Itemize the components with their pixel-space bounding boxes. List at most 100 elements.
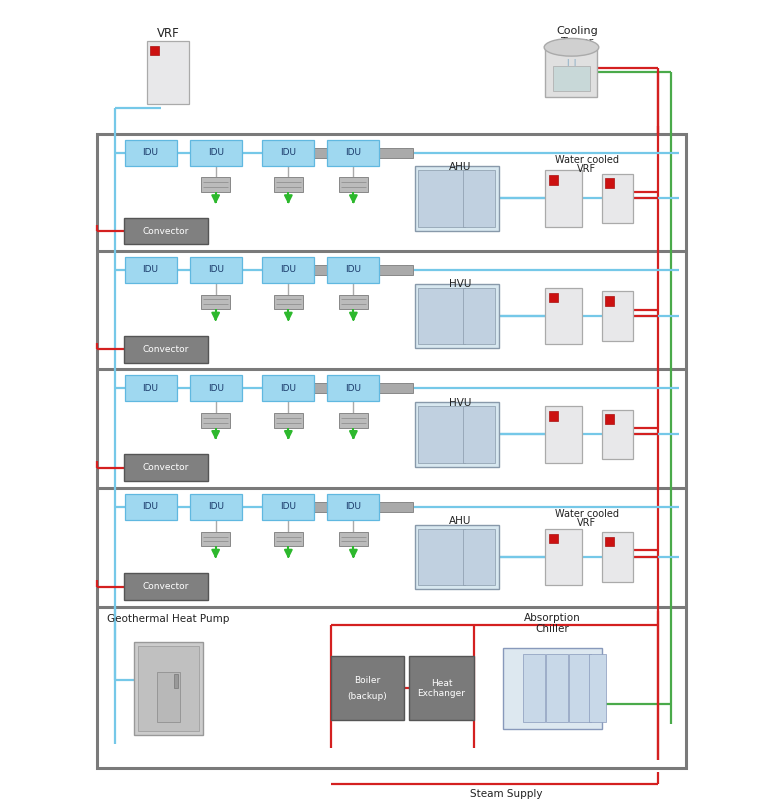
- Bar: [157, 671, 180, 722]
- Bar: [605, 296, 614, 305]
- Bar: [190, 140, 242, 166]
- Bar: [134, 642, 203, 734]
- Bar: [545, 288, 582, 344]
- Bar: [263, 494, 314, 520]
- Text: VRF: VRF: [578, 519, 596, 528]
- Bar: [602, 291, 633, 341]
- Text: IDU: IDU: [143, 266, 159, 275]
- Text: IDU: IDU: [207, 384, 223, 393]
- Text: Heat
Exchanger: Heat Exchanger: [417, 679, 465, 698]
- Text: IDU: IDU: [207, 149, 223, 158]
- Bar: [548, 292, 558, 302]
- Text: Chiller: Chiller: [535, 624, 569, 633]
- Bar: [419, 288, 465, 344]
- Bar: [274, 177, 303, 191]
- Bar: [605, 537, 614, 546]
- Bar: [415, 524, 498, 589]
- Text: AHU: AHU: [449, 516, 472, 526]
- Bar: [274, 413, 303, 427]
- Bar: [201, 177, 230, 191]
- Bar: [545, 528, 582, 585]
- Bar: [548, 175, 558, 185]
- Bar: [463, 406, 495, 463]
- Bar: [282, 265, 413, 275]
- Text: IDU: IDU: [207, 503, 223, 511]
- Bar: [124, 454, 208, 481]
- Text: VRF: VRF: [157, 27, 180, 40]
- Text: HVU: HVU: [449, 398, 472, 407]
- Text: Absorption: Absorption: [524, 613, 581, 623]
- Bar: [602, 174, 633, 224]
- Text: Convector: Convector: [143, 345, 189, 354]
- Bar: [409, 656, 474, 721]
- Bar: [124, 376, 177, 402]
- Bar: [201, 295, 230, 309]
- Bar: [124, 574, 208, 600]
- Text: |  |: | |: [567, 59, 576, 66]
- Bar: [553, 65, 590, 90]
- Text: VRF: VRF: [578, 164, 596, 175]
- Bar: [282, 502, 413, 511]
- Text: IDU: IDU: [280, 384, 296, 393]
- Ellipse shape: [545, 39, 599, 56]
- Bar: [124, 140, 177, 166]
- Bar: [282, 148, 413, 158]
- Text: HVU: HVU: [449, 279, 472, 289]
- Text: IDU: IDU: [143, 503, 159, 511]
- Text: Boiler: Boiler: [354, 675, 380, 684]
- Bar: [190, 376, 242, 402]
- Bar: [327, 376, 379, 402]
- Text: IDU: IDU: [280, 149, 296, 158]
- Bar: [147, 41, 189, 103]
- Bar: [274, 295, 303, 309]
- Text: IDU: IDU: [207, 266, 223, 275]
- Text: IDU: IDU: [280, 503, 296, 511]
- Bar: [545, 170, 582, 227]
- Text: IDU: IDU: [280, 266, 296, 275]
- Bar: [523, 654, 545, 722]
- Bar: [151, 46, 160, 55]
- Bar: [327, 494, 379, 520]
- Bar: [339, 413, 368, 427]
- Text: IDU: IDU: [346, 503, 362, 511]
- Bar: [545, 48, 598, 97]
- Text: Tower: Tower: [561, 37, 594, 48]
- Bar: [327, 257, 379, 283]
- Bar: [124, 257, 177, 283]
- Bar: [605, 415, 614, 424]
- Bar: [463, 288, 495, 344]
- Bar: [545, 406, 582, 463]
- Bar: [201, 532, 230, 546]
- Bar: [190, 494, 242, 520]
- Text: AHU: AHU: [449, 162, 472, 172]
- Bar: [124, 218, 208, 245]
- Bar: [419, 170, 465, 227]
- Bar: [502, 648, 602, 729]
- Bar: [605, 179, 614, 188]
- Bar: [602, 410, 633, 460]
- Bar: [97, 134, 687, 768]
- Text: Steam Supply: Steam Supply: [470, 789, 543, 799]
- Bar: [419, 528, 465, 585]
- Bar: [331, 656, 403, 721]
- Text: (backup): (backup): [347, 692, 387, 701]
- Bar: [339, 177, 368, 191]
- Text: IDU: IDU: [346, 266, 362, 275]
- Text: IDU: IDU: [346, 149, 362, 158]
- Bar: [569, 654, 591, 722]
- Bar: [463, 170, 495, 227]
- Text: Cooling: Cooling: [557, 26, 598, 36]
- Text: Convector: Convector: [143, 463, 189, 472]
- Bar: [548, 411, 558, 421]
- Text: IDU: IDU: [143, 384, 159, 393]
- Text: IDU: IDU: [143, 149, 159, 158]
- Bar: [339, 295, 368, 309]
- Bar: [174, 674, 178, 688]
- Text: Convector: Convector: [143, 227, 189, 236]
- Bar: [282, 384, 413, 393]
- Text: Water cooled: Water cooled: [554, 509, 619, 519]
- Text: IDU: IDU: [346, 384, 362, 393]
- Bar: [201, 413, 230, 427]
- Bar: [274, 532, 303, 546]
- Bar: [124, 336, 208, 363]
